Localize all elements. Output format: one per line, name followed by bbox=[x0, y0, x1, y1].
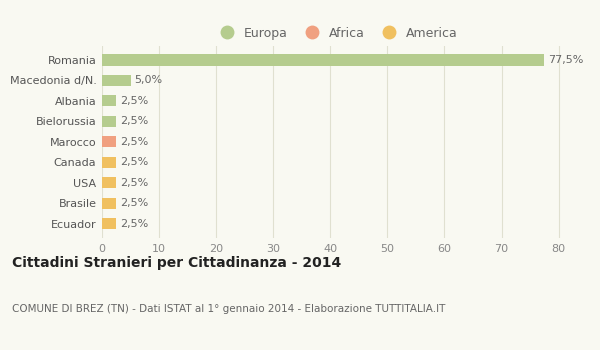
Bar bbox=[102, 54, 544, 65]
Bar bbox=[102, 197, 116, 209]
Bar bbox=[102, 75, 131, 86]
Text: 5,0%: 5,0% bbox=[134, 75, 162, 85]
Text: 2,5%: 2,5% bbox=[119, 96, 148, 106]
Text: 2,5%: 2,5% bbox=[119, 116, 148, 126]
Text: 2,5%: 2,5% bbox=[119, 178, 148, 188]
Text: 2,5%: 2,5% bbox=[119, 219, 148, 229]
Text: 2,5%: 2,5% bbox=[119, 137, 148, 147]
Text: 2,5%: 2,5% bbox=[119, 157, 148, 167]
Text: 77,5%: 77,5% bbox=[548, 55, 583, 65]
Bar bbox=[102, 177, 116, 188]
Bar bbox=[102, 95, 116, 106]
Bar bbox=[102, 136, 116, 147]
Bar bbox=[102, 156, 116, 168]
Text: 2,5%: 2,5% bbox=[119, 198, 148, 208]
Legend: Europa, Africa, America: Europa, Africa, America bbox=[215, 27, 457, 40]
Text: COMUNE DI BREZ (TN) - Dati ISTAT al 1° gennaio 2014 - Elaborazione TUTTITALIA.IT: COMUNE DI BREZ (TN) - Dati ISTAT al 1° g… bbox=[12, 304, 445, 315]
Text: Cittadini Stranieri per Cittadinanza - 2014: Cittadini Stranieri per Cittadinanza - 2… bbox=[12, 256, 341, 270]
Bar bbox=[102, 218, 116, 229]
Bar bbox=[102, 116, 116, 127]
